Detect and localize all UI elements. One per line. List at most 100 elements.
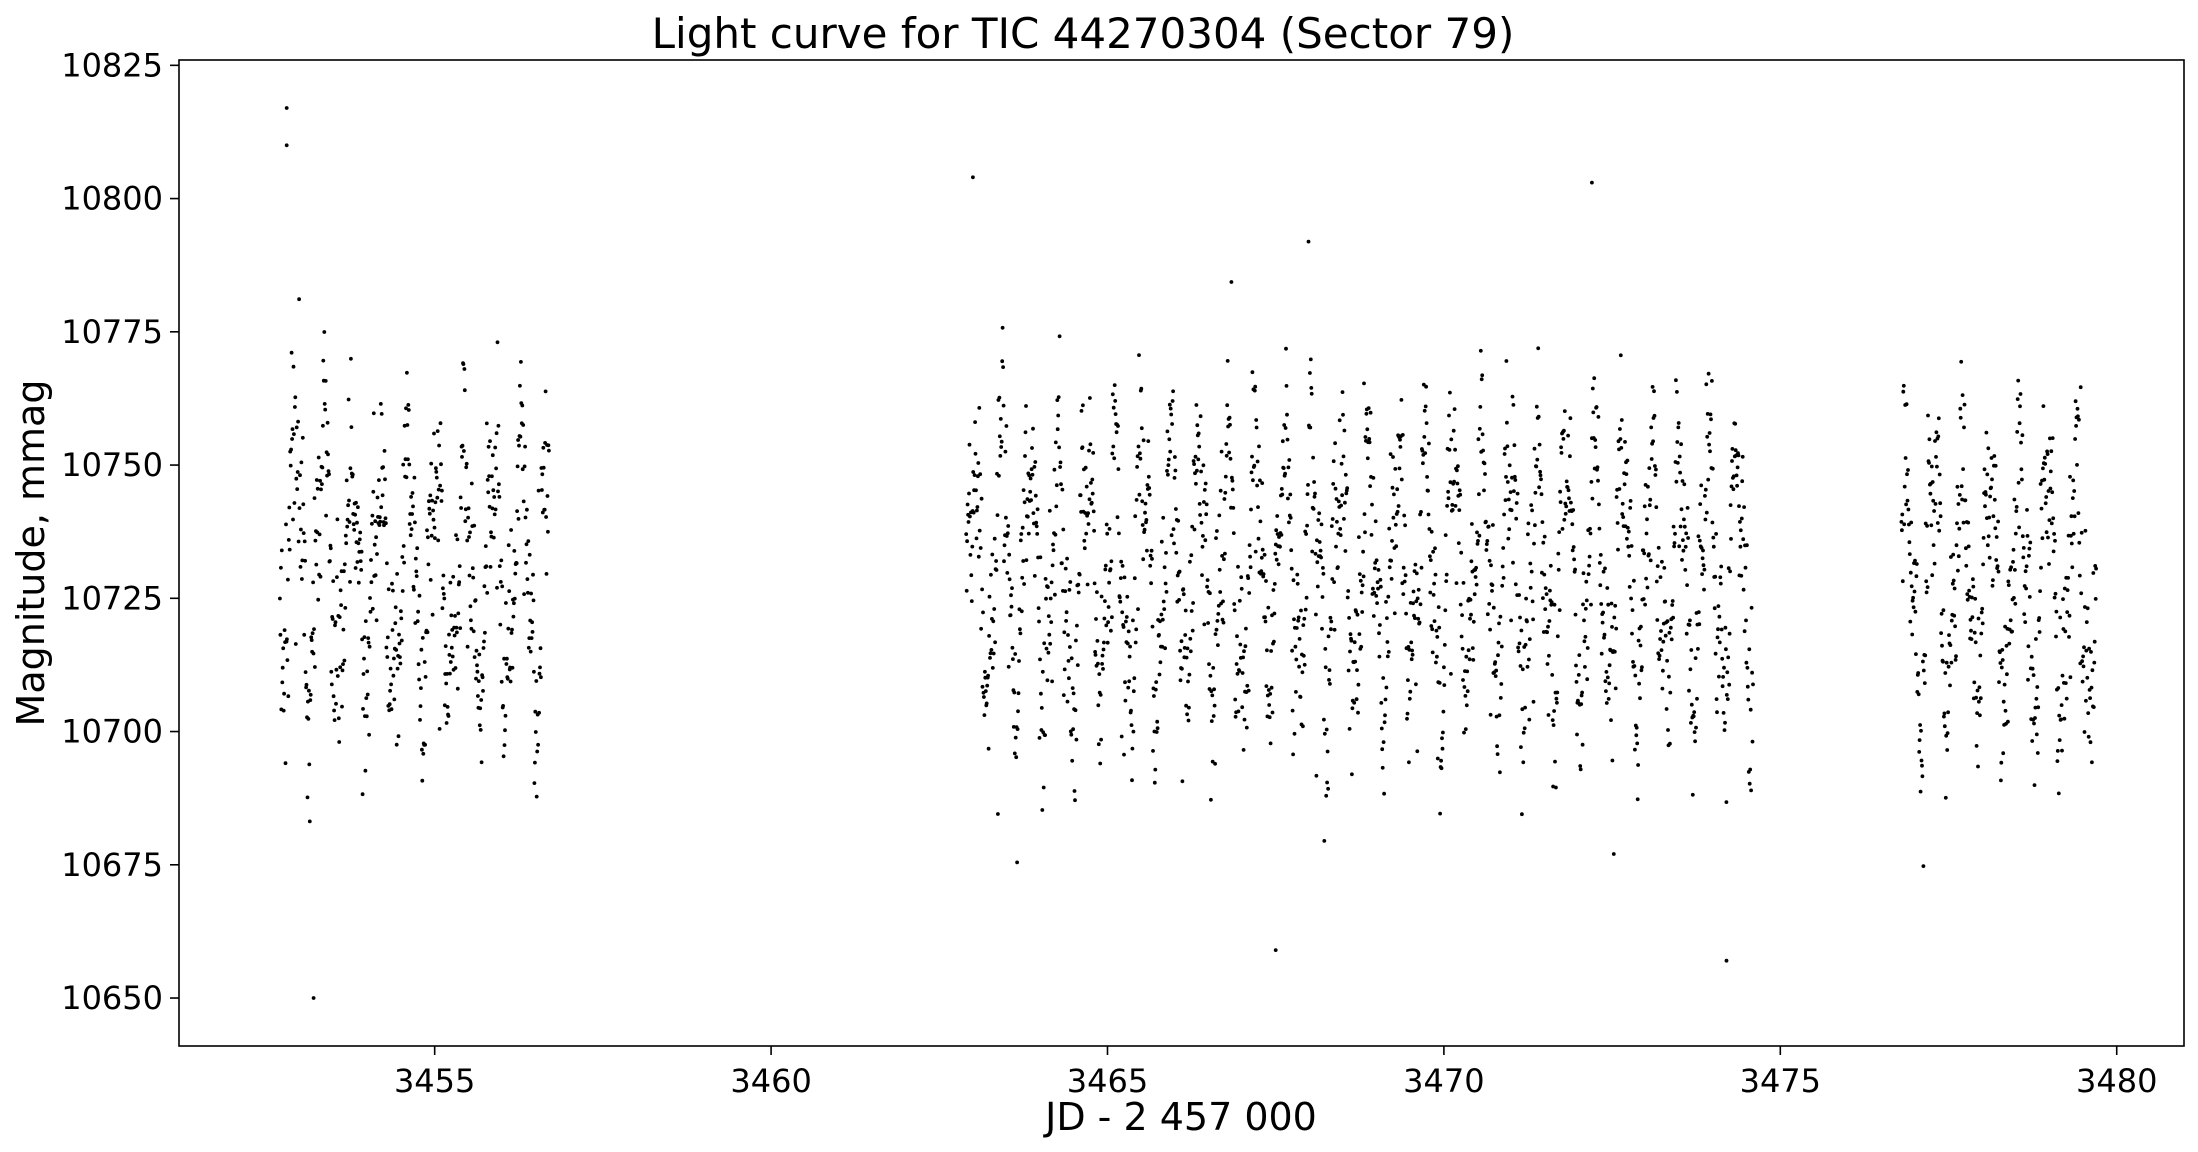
data-point xyxy=(1601,610,1605,615)
data-point xyxy=(1302,662,1307,667)
data-point xyxy=(1505,480,1510,484)
data-point xyxy=(1738,544,1743,549)
data-point xyxy=(1427,527,1432,531)
data-point xyxy=(334,667,339,672)
data-point xyxy=(1589,480,1594,484)
data-point xyxy=(2090,760,2094,765)
data-point xyxy=(1400,433,1405,437)
data-point xyxy=(1949,555,1953,559)
data-point xyxy=(1138,456,1143,461)
data-point xyxy=(1177,569,1182,574)
data-point xyxy=(1004,515,1008,520)
data-point xyxy=(1015,727,1020,731)
data-point xyxy=(1704,382,1709,387)
data-point xyxy=(1361,574,1366,579)
data-point xyxy=(1079,409,1084,413)
data-point xyxy=(1274,557,1279,562)
data-point xyxy=(1200,544,1205,549)
data-point xyxy=(2047,436,2052,441)
data-point xyxy=(1736,453,1741,458)
data-point xyxy=(1709,417,1713,422)
data-point xyxy=(368,596,372,600)
data-point xyxy=(2078,385,2083,390)
data-point xyxy=(460,455,464,459)
data-point xyxy=(320,465,325,470)
data-point xyxy=(1465,669,1470,674)
data-point xyxy=(1046,585,1050,589)
data-point xyxy=(1454,581,1459,585)
data-point xyxy=(1937,472,1942,477)
data-point xyxy=(2079,591,2084,596)
data-point xyxy=(1647,503,1652,508)
data-point xyxy=(1651,439,1655,444)
data-point xyxy=(983,669,987,674)
data-point xyxy=(515,509,519,513)
data-point xyxy=(401,462,406,467)
data-point xyxy=(420,747,424,752)
data-point xyxy=(1697,622,1702,627)
data-point xyxy=(1517,593,1521,597)
data-point xyxy=(2086,734,2091,739)
data-point xyxy=(1669,637,1674,642)
data-point xyxy=(1019,609,1024,614)
data-point xyxy=(1963,498,1968,503)
data-point xyxy=(2023,620,2028,624)
data-point xyxy=(1477,492,1481,497)
data-point xyxy=(988,656,992,660)
data-point xyxy=(1659,629,1663,633)
data-point xyxy=(1436,605,1441,609)
data-point xyxy=(1323,647,1328,651)
data-point xyxy=(1935,521,1940,525)
data-point xyxy=(508,679,513,684)
data-point xyxy=(1101,647,1106,652)
data-point xyxy=(1122,752,1126,757)
data-point xyxy=(1033,493,1038,498)
data-point xyxy=(1063,589,1068,594)
data-point xyxy=(455,537,460,542)
data-point xyxy=(512,549,517,553)
data-point xyxy=(1632,578,1636,583)
data-point xyxy=(285,658,290,662)
data-point xyxy=(1590,386,1595,391)
data-point xyxy=(1921,659,1925,664)
data-point xyxy=(1738,528,1743,533)
data-point xyxy=(1703,494,1707,498)
data-point xyxy=(1949,618,1954,623)
data-point xyxy=(1901,383,1906,388)
data-point xyxy=(410,512,414,516)
data-point xyxy=(1449,437,1454,442)
data-point xyxy=(2033,716,2037,720)
data-point xyxy=(1946,710,1950,715)
data-point xyxy=(1166,463,1171,467)
data-point xyxy=(405,370,409,375)
data-point xyxy=(1902,484,1907,489)
data-point xyxy=(1109,559,1114,564)
data-point xyxy=(297,297,301,302)
data-point xyxy=(294,425,299,430)
data-point xyxy=(1661,639,1666,644)
data-point xyxy=(1663,599,1668,604)
data-point xyxy=(482,639,486,644)
data-point xyxy=(1256,505,1260,509)
data-point xyxy=(1018,627,1022,632)
data-point xyxy=(1287,520,1291,525)
data-point xyxy=(307,762,312,767)
data-point xyxy=(1093,650,1097,654)
data-point xyxy=(1718,575,1723,580)
data-point xyxy=(428,578,433,582)
data-point xyxy=(301,502,306,507)
data-point xyxy=(2007,641,2012,646)
data-point xyxy=(457,580,462,585)
data-point xyxy=(1026,531,1031,536)
data-point xyxy=(1313,551,1318,556)
data-point xyxy=(1477,426,1482,431)
data-point xyxy=(2009,565,2013,570)
data-point xyxy=(2037,630,2042,634)
data-point xyxy=(1578,767,1583,772)
data-point xyxy=(1575,732,1579,737)
data-point xyxy=(1658,575,1663,579)
data-point xyxy=(1957,526,1962,531)
data-point xyxy=(1164,590,1169,594)
data-point xyxy=(1284,384,1289,388)
data-point xyxy=(1006,524,1011,528)
